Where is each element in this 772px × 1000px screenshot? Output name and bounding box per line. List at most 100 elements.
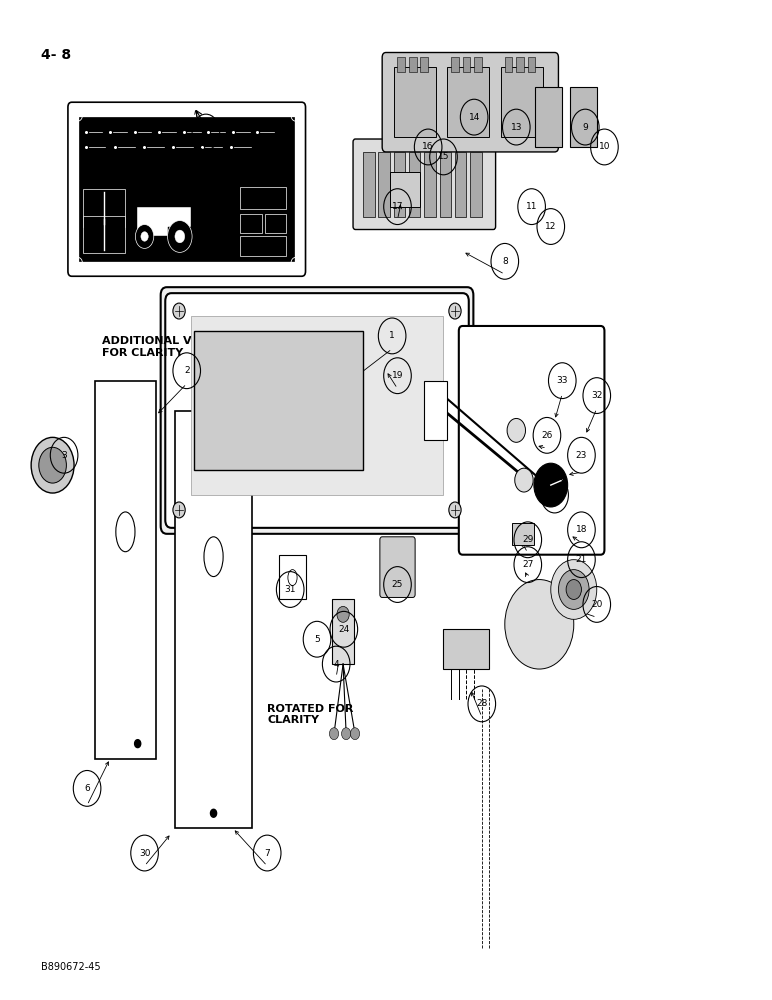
Text: 13: 13	[510, 123, 522, 132]
Circle shape	[550, 560, 597, 619]
Text: 30: 30	[139, 849, 151, 858]
Text: 28: 28	[476, 699, 487, 708]
Text: 9: 9	[582, 123, 588, 132]
Bar	[240, 236, 286, 256]
Text: 32: 32	[591, 391, 602, 400]
Circle shape	[526, 606, 553, 642]
Bar	[536, 87, 562, 147]
Bar	[333, 599, 354, 664]
Ellipse shape	[116, 512, 135, 552]
Bar	[455, 152, 466, 217]
Circle shape	[173, 303, 185, 319]
Bar	[175, 410, 252, 828]
Bar	[570, 87, 597, 147]
Text: 17: 17	[391, 202, 403, 211]
Polygon shape	[137, 207, 191, 236]
Bar	[501, 67, 543, 137]
Text: 26: 26	[541, 431, 553, 440]
Circle shape	[341, 728, 350, 740]
FancyBboxPatch shape	[161, 287, 473, 534]
Circle shape	[39, 447, 66, 483]
Bar	[265, 214, 286, 233]
Bar	[447, 67, 489, 137]
Bar	[409, 57, 417, 72]
Text: 27: 27	[522, 560, 533, 569]
Bar	[505, 57, 513, 72]
Bar	[513, 523, 534, 545]
Bar	[95, 381, 156, 759]
Text: 5: 5	[314, 635, 320, 644]
Text: 24: 24	[338, 625, 350, 634]
Text: 12: 12	[545, 222, 557, 231]
Circle shape	[515, 592, 564, 656]
Text: 19: 19	[391, 371, 403, 380]
Text: ADDITIONAL VIEW
FOR CLARITY: ADDITIONAL VIEW FOR CLARITY	[103, 336, 216, 358]
Bar	[390, 172, 421, 207]
Bar	[240, 187, 286, 209]
Text: 20: 20	[591, 600, 602, 609]
Text: 21: 21	[576, 555, 587, 564]
Bar	[195, 331, 363, 470]
Circle shape	[135, 225, 154, 248]
Bar	[425, 381, 447, 440]
Text: 16: 16	[422, 142, 434, 151]
Circle shape	[211, 809, 217, 817]
Circle shape	[515, 468, 533, 492]
Bar	[516, 57, 524, 72]
Circle shape	[168, 221, 192, 252]
Circle shape	[31, 437, 74, 493]
Text: 29: 29	[522, 535, 533, 544]
Text: 33: 33	[557, 376, 568, 385]
Text: 2: 2	[184, 366, 190, 375]
Text: 1: 1	[389, 331, 395, 340]
Text: 15: 15	[438, 152, 449, 161]
Text: 8: 8	[502, 257, 508, 266]
Ellipse shape	[288, 570, 297, 586]
Bar	[378, 152, 390, 217]
Bar	[451, 57, 459, 72]
Bar	[279, 555, 306, 599]
Bar	[409, 152, 421, 217]
Text: 1: 1	[203, 128, 208, 137]
Bar	[425, 152, 436, 217]
Text: 7: 7	[264, 849, 270, 858]
Bar	[83, 189, 125, 227]
Polygon shape	[33, 443, 72, 487]
FancyBboxPatch shape	[68, 102, 306, 276]
Circle shape	[449, 502, 461, 518]
FancyBboxPatch shape	[165, 293, 469, 528]
Bar	[474, 57, 482, 72]
Circle shape	[566, 580, 581, 599]
Bar	[80, 117, 294, 261]
Text: ROTATED FOR
CLARITY: ROTATED FOR CLARITY	[267, 704, 354, 725]
Bar	[398, 57, 405, 72]
Circle shape	[534, 463, 567, 507]
Text: 23: 23	[576, 451, 587, 460]
Bar	[421, 57, 428, 72]
Text: 3: 3	[61, 451, 67, 460]
Bar	[394, 67, 436, 137]
Circle shape	[350, 728, 360, 740]
Circle shape	[173, 502, 185, 518]
Text: 4: 4	[334, 660, 339, 669]
Text: 11: 11	[526, 202, 537, 211]
Circle shape	[558, 570, 589, 609]
Circle shape	[507, 418, 526, 442]
Bar	[191, 316, 443, 495]
Bar	[83, 216, 125, 253]
Bar	[443, 629, 489, 669]
Text: 10: 10	[599, 142, 610, 151]
Bar	[394, 152, 405, 217]
Circle shape	[175, 230, 185, 243]
Bar	[363, 152, 374, 217]
Bar	[240, 214, 262, 233]
Circle shape	[449, 303, 461, 319]
Circle shape	[337, 606, 349, 622]
Text: 18: 18	[576, 525, 587, 534]
Bar	[470, 152, 482, 217]
Circle shape	[505, 580, 574, 669]
Bar	[462, 57, 470, 72]
Bar	[439, 152, 451, 217]
Text: 4- 8: 4- 8	[41, 48, 71, 62]
Text: 22: 22	[549, 491, 560, 500]
